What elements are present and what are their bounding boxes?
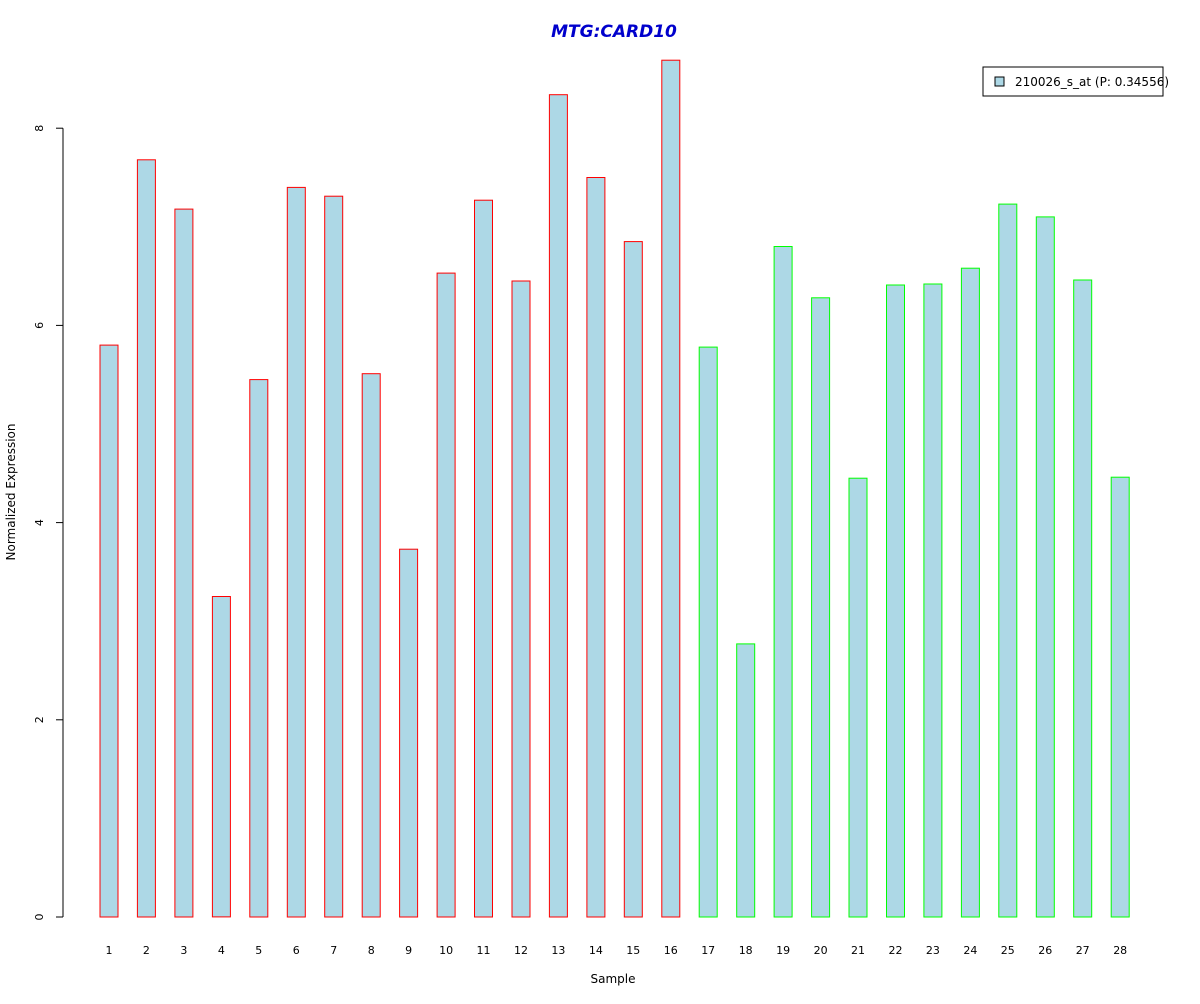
x-tick-label: 2 bbox=[143, 944, 150, 957]
x-tick-label: 27 bbox=[1076, 944, 1090, 957]
x-tick-label: 26 bbox=[1038, 944, 1052, 957]
bar-sample-17 bbox=[698, 346, 718, 918]
x-tick-label: 22 bbox=[889, 944, 903, 957]
x-axis-label: Sample bbox=[591, 972, 636, 986]
bar-sample-22 bbox=[886, 284, 905, 918]
x-tick-label: 21 bbox=[851, 944, 865, 957]
x-tick-label: 25 bbox=[1001, 944, 1015, 957]
bar-sample-16 bbox=[661, 59, 681, 918]
x-tick-label: 18 bbox=[739, 944, 753, 957]
bar-sample-15 bbox=[623, 241, 643, 918]
bar-sample-4 bbox=[211, 596, 231, 918]
bar-sample-23 bbox=[923, 283, 943, 918]
legend-swatch bbox=[994, 76, 1005, 87]
x-tick-label: 9 bbox=[405, 944, 412, 957]
bars-layer bbox=[99, 59, 1130, 918]
bar-sample-11 bbox=[474, 199, 493, 918]
x-tick-label: 5 bbox=[255, 944, 262, 957]
bar-sample-1 bbox=[99, 344, 119, 918]
x-tick-label: 15 bbox=[626, 944, 640, 957]
bar-sample-27 bbox=[1073, 279, 1093, 918]
bar-sample-19 bbox=[773, 246, 793, 918]
bar-sample-3 bbox=[174, 208, 194, 918]
x-tick-label: 6 bbox=[293, 944, 300, 957]
chart-title: MTG:CARD10 bbox=[551, 22, 677, 42]
x-tick-label: 28 bbox=[1113, 944, 1127, 957]
y-tick-label: 6 bbox=[33, 322, 46, 329]
x-tick-label: 1 bbox=[106, 944, 113, 957]
x-tick-label: 14 bbox=[589, 944, 603, 957]
bar-sample-25 bbox=[998, 203, 1018, 918]
y-tick-label: 0 bbox=[33, 914, 46, 921]
legend-box bbox=[982, 66, 1164, 97]
x-tick-label: 8 bbox=[368, 944, 375, 957]
x-tick-label: 12 bbox=[514, 944, 528, 957]
bar-sample-10 bbox=[436, 272, 456, 918]
legend-label: 210026_s_at (P: 0.34556) bbox=[1015, 75, 1169, 89]
bar-sample-13 bbox=[548, 94, 568, 918]
y-tick-label: 8 bbox=[33, 125, 46, 132]
y-axis: 0 2 4 6 8 bbox=[33, 125, 64, 921]
y-tick-label: 2 bbox=[33, 716, 46, 723]
x-tick-label: 20 bbox=[814, 944, 828, 957]
x-tick-label: 23 bbox=[926, 944, 940, 957]
bar-sample-21 bbox=[848, 477, 868, 918]
bar-sample-2 bbox=[136, 159, 156, 918]
x-tick-label: 10 bbox=[439, 944, 453, 957]
x-tick-label: 4 bbox=[218, 944, 225, 957]
x-tick-label: 17 bbox=[701, 944, 715, 957]
bar-sample-26 bbox=[1035, 216, 1055, 918]
y-axis-label: Normalized Expression bbox=[4, 423, 18, 560]
bar-sample-20 bbox=[811, 297, 831, 918]
x-tick-label: 11 bbox=[477, 944, 491, 957]
bar-sample-14 bbox=[586, 177, 606, 918]
x-tick-label: 16 bbox=[664, 944, 678, 957]
x-tick-label: 24 bbox=[963, 944, 977, 957]
bar-sample-28 bbox=[1110, 476, 1130, 918]
bar-sample-5 bbox=[249, 379, 269, 918]
bar-sample-7 bbox=[324, 195, 344, 918]
x-axis: 1 2 3 4 5 6 7 8 9 10 11 12 13 14 15 16 17 18 19 20 21 22 23 24 2… bbox=[106, 944, 1128, 957]
x-tick-label: 13 bbox=[551, 944, 565, 957]
x-tick-label: 3 bbox=[180, 944, 187, 957]
bar-sample-6 bbox=[286, 186, 306, 918]
x-tick-label: 7 bbox=[330, 944, 337, 957]
legend: 210026_s_at (P: 0.34556) bbox=[982, 66, 1169, 97]
bar-sample-18 bbox=[736, 643, 756, 918]
y-tick-label: 4 bbox=[33, 519, 46, 526]
bar-sample-24 bbox=[960, 267, 980, 918]
bar-sample-9 bbox=[399, 548, 419, 918]
bar-sample-8 bbox=[361, 373, 381, 918]
x-tick-label: 19 bbox=[776, 944, 790, 957]
bar-sample-12 bbox=[511, 280, 531, 918]
